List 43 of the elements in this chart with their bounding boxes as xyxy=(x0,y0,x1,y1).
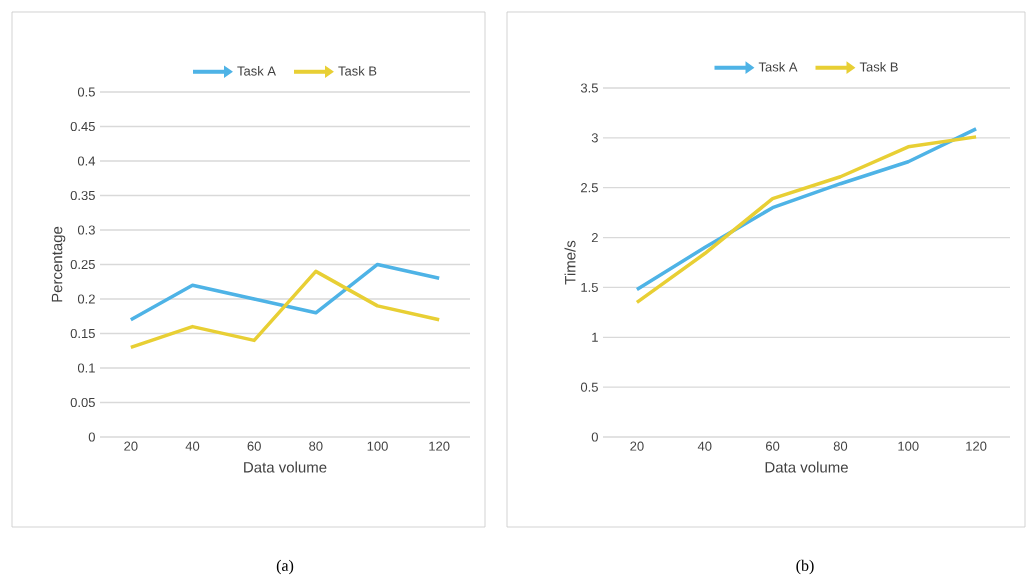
y-axis-title: Percentage xyxy=(51,226,66,302)
legend-label: Task A xyxy=(237,66,276,76)
text: (b) xyxy=(796,559,814,575)
y-tick-label: 2.5 xyxy=(581,183,598,193)
x-tick-label: 100 xyxy=(367,441,388,451)
y-tick-label: 0 xyxy=(88,432,95,442)
y-tick-label: 0.5 xyxy=(580,382,598,392)
y-tick-label: 0.05 xyxy=(70,397,95,408)
y-tick-label: 1.5 xyxy=(581,282,598,292)
y-tick-label: 0 xyxy=(591,432,598,442)
x-tick-label: 40 xyxy=(185,441,200,451)
y-tick-label: 0.4 xyxy=(77,156,96,166)
y-tick-label: 0.15 xyxy=(70,328,95,339)
y-tick-label: 2 xyxy=(591,233,598,243)
legend-label: Task B xyxy=(338,66,377,76)
x-tick-label: 120 xyxy=(966,441,987,451)
y-tick-label: 1 xyxy=(592,332,598,342)
y-tick-label: 0.35 xyxy=(70,190,95,201)
line-series xyxy=(129,269,441,350)
x-tick-label: 100 xyxy=(898,441,919,451)
x-tick-label: 120 xyxy=(429,441,450,451)
x-tick-label: 20 xyxy=(124,441,138,451)
y-tick-label: 0.3 xyxy=(77,225,95,235)
x-tick-label: 20 xyxy=(630,441,644,451)
y-tick-label: 0.2 xyxy=(77,294,95,304)
x-axis-title: Data volume xyxy=(244,461,327,473)
y-tick-label: 0.5 xyxy=(77,87,95,97)
y-tick-label: 3 xyxy=(591,133,598,143)
line-series xyxy=(129,262,441,322)
x-tick-label: 80 xyxy=(309,441,323,451)
y-tick-label: 0.25 xyxy=(70,259,95,270)
x-tick-label: 60 xyxy=(247,441,261,451)
text: (a) xyxy=(276,559,294,575)
legend-label: Task B xyxy=(859,61,898,72)
x-tick-label: 60 xyxy=(766,441,780,451)
y-tick-label: 0.45 xyxy=(70,121,95,132)
y-tick-label: 0.1 xyxy=(77,363,95,373)
x-axis-title: Data volume xyxy=(765,461,848,473)
x-tick-label: 80 xyxy=(833,441,848,451)
y-axis-title: Time/s xyxy=(564,240,576,285)
x-tick-label: 40 xyxy=(697,441,712,451)
legend-label: Task A xyxy=(758,61,798,72)
y-tick-label: 3.5 xyxy=(580,83,598,93)
